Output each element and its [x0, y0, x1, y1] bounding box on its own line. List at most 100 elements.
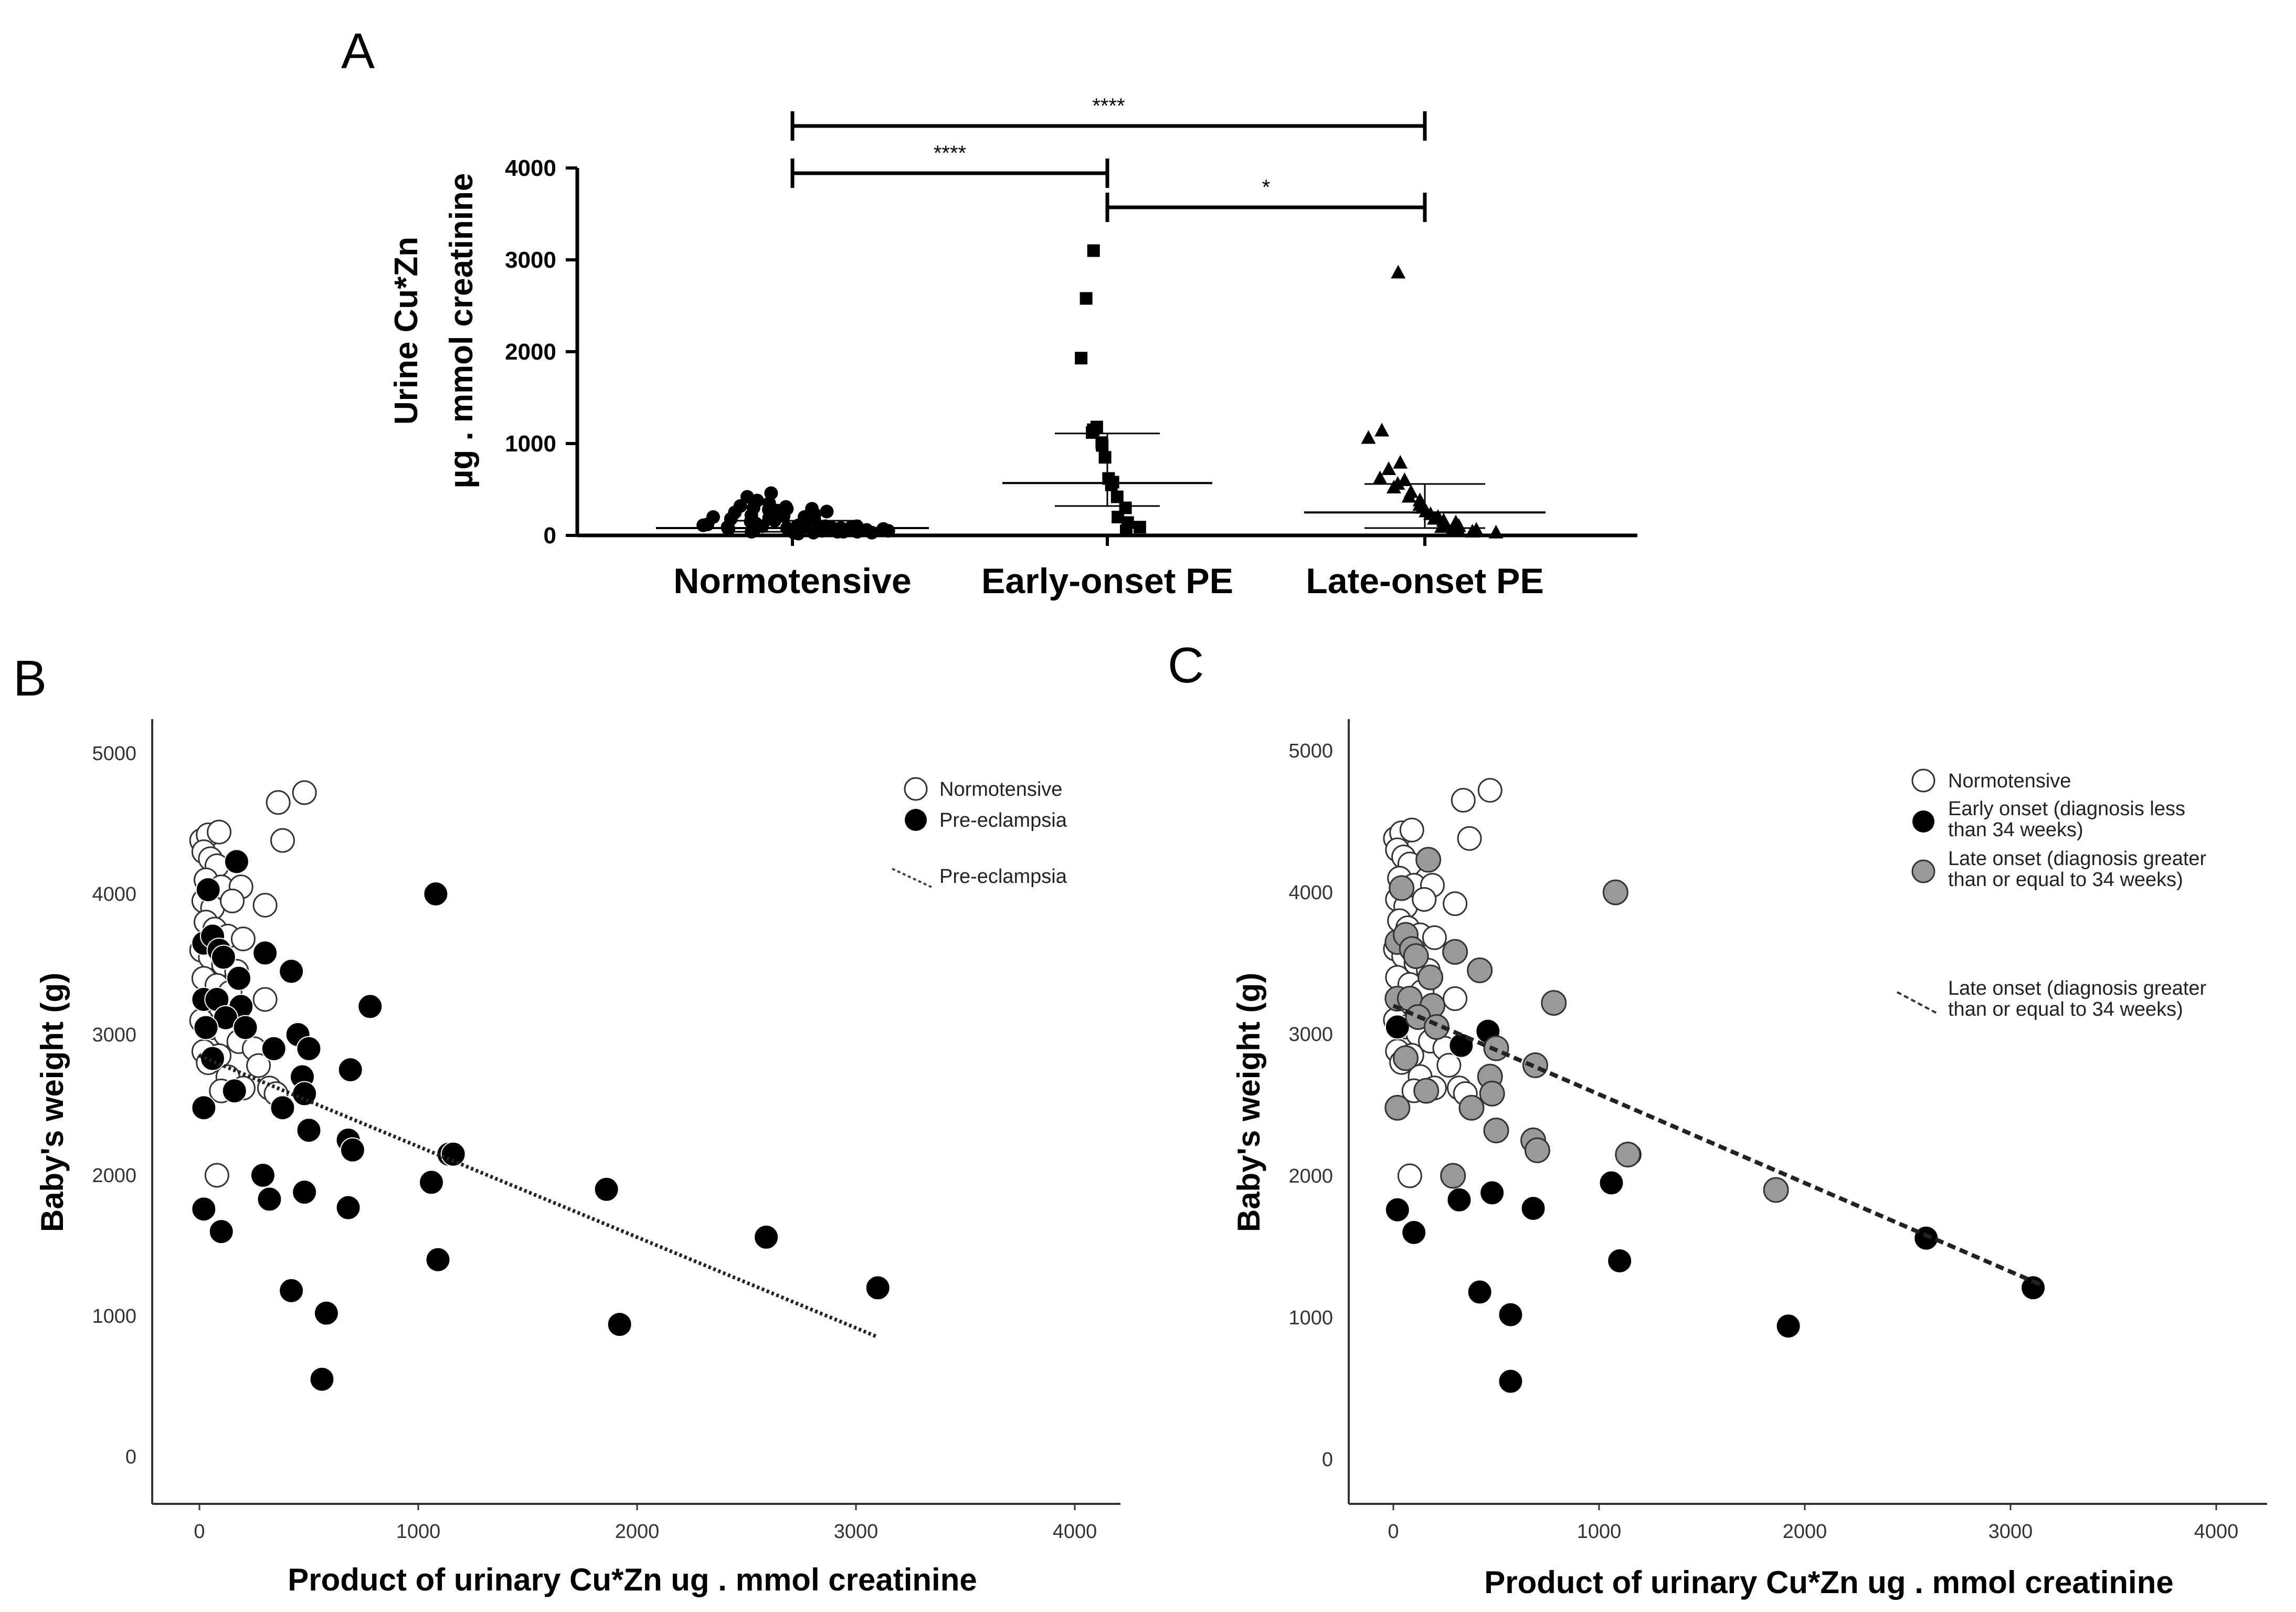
legend-trendline-marker: [1897, 991, 1937, 1014]
y-tick-label: 4000: [92, 883, 136, 905]
data-point-preeclampsia: [1498, 1302, 1523, 1327]
data-point-normotensive: [837, 524, 851, 538]
data-point-late-onset: [1393, 1045, 1419, 1071]
data-point-preeclampsia: [309, 1366, 335, 1392]
panel-a-ylabel-line2: µg . mmol creatinine: [443, 173, 480, 489]
x-tick-label: 2000: [615, 1521, 660, 1543]
panel-c-label: C: [1168, 637, 1204, 693]
data-point-late-onset: [1444, 523, 1459, 537]
data-point-late-onset: [1465, 524, 1480, 538]
data-point-preeclampsia: [261, 1036, 287, 1061]
data-point-normotensive: [220, 888, 245, 913]
panel-a-y-tick-label: 4000: [505, 155, 556, 181]
data-point-late-onset: [1381, 461, 1396, 475]
data-point-late-onset: [1393, 455, 1408, 469]
legend-trendline-label: Pre-eclampsia: [939, 866, 1067, 888]
data-point-early-onset: [1087, 244, 1100, 257]
y-tick-label: 4000: [1288, 882, 1333, 904]
data-point-normotensive: [1412, 887, 1437, 912]
legend-late-onset-label-line2: than or equal to 34 weeks): [1948, 869, 2183, 891]
panel-b: B Baby's weight (g) Product of urinary C…: [13, 650, 1120, 1597]
data-point-normotensive: [204, 1163, 229, 1188]
data-point-preeclampsia: [1607, 1248, 1633, 1273]
data-point-late-onset: [1386, 480, 1401, 493]
x-tick-label: 4000: [1053, 1521, 1097, 1543]
data-point-normotensive: [881, 524, 895, 538]
data-point-late-onset: [1361, 430, 1376, 444]
data-point-late-onset: [1389, 875, 1415, 901]
data-point-late-onset: [1415, 847, 1442, 873]
data-point-late-onset: [1458, 1094, 1485, 1121]
data-point-preeclampsia: [296, 1036, 322, 1061]
legend-late-onset-label-line1: Late onset (diagnosis greater: [1948, 848, 2207, 870]
data-point-late-onset: [1483, 1118, 1509, 1144]
x-tick-label: 2000: [1783, 1521, 1827, 1543]
data-point-early-onset: [1098, 451, 1112, 464]
panel-a-label: A: [341, 23, 375, 79]
data-point-normotensive: [207, 819, 232, 845]
panel-a-y-tick-label: 2000: [505, 339, 556, 365]
data-point-normotensive: [292, 780, 317, 805]
y-tick-label: 5000: [92, 743, 136, 765]
y-tick-label: 1000: [92, 1305, 136, 1327]
panel-c-x-axis-title: Product of urinary Cu*Zn ug . mmol creat…: [1484, 1565, 2173, 1600]
legend-preeclampsia-label: Pre-eclampsia: [939, 809, 1067, 831]
data-point-late-onset: [1615, 1142, 1641, 1167]
panel-b-x-axis-title: Product of urinary Cu*Zn ug . mmol creat…: [288, 1562, 977, 1597]
panel-a-category-label: Late-onset PE: [1306, 561, 1543, 601]
trendline: [198, 1053, 879, 1339]
x-tick-label: 3000: [1988, 1521, 2033, 1543]
panel-a-category-labels: Normotensive Early-onset PE Late-onset PE: [673, 535, 1544, 601]
data-point-late-onset: [1427, 511, 1442, 525]
legend-trendline-label-line2: than or equal to 34 weeks): [1948, 998, 2183, 1020]
x-tick-label: 3000: [834, 1521, 879, 1543]
data-point-early-onset: [1133, 521, 1146, 534]
legend-late-onset-marker: [1911, 859, 1935, 883]
data-point-preeclampsia: [1913, 1225, 1939, 1251]
legend-preeclampsia-marker: [905, 809, 927, 831]
data-point-preeclampsia: [357, 994, 383, 1019]
data-point-late-onset: [1541, 990, 1567, 1016]
x-tick-label: 1000: [1577, 1521, 1622, 1543]
significance-label: *: [1262, 176, 1271, 199]
data-point-normotensive: [865, 525, 879, 540]
legend-trendline-marker: [892, 868, 932, 888]
y-tick-label: 3000: [1288, 1024, 1333, 1046]
data-point-preeclampsia: [221, 1078, 247, 1104]
data-point-preeclampsia: [340, 1137, 365, 1163]
data-point-late-onset: [1434, 519, 1449, 533]
data-point-early-onset: [1075, 352, 1088, 365]
panel-c-trendline: [1392, 1004, 2043, 1287]
legend-normotensive-marker: [1911, 768, 1935, 793]
data-point-preeclampsia: [419, 1170, 445, 1195]
data-point-preeclampsia: [292, 1179, 318, 1205]
data-point-preeclampsia: [337, 1057, 363, 1082]
data-point-preeclampsia: [252, 940, 278, 966]
data-point-early-onset: [1080, 292, 1093, 305]
data-point-preeclampsia: [313, 1300, 339, 1326]
data-point-normotensive: [1422, 925, 1447, 950]
data-point-late-onset: [1391, 265, 1406, 279]
data-point-preeclampsia: [257, 1186, 282, 1212]
data-point-late-onset: [1372, 470, 1388, 484]
panel-b-y-axis-title: Baby's weight (g): [35, 973, 70, 1232]
data-point-preeclampsia: [1775, 1313, 1801, 1339]
significance-label: ****: [1092, 94, 1125, 118]
data-point-preeclampsia: [296, 1118, 322, 1143]
data-point-normotensive: [1436, 1052, 1462, 1078]
data-point-preeclampsia: [1446, 1187, 1472, 1213]
data-point-preeclampsia: [224, 849, 249, 875]
data-point-late-onset: [1602, 879, 1628, 905]
panel-a: A Urine Cu*Zn µg . mmol creatinine 0 1000…: [341, 23, 1637, 601]
data-point-normotensive: [1451, 788, 1476, 813]
data-point-late-onset: [1442, 939, 1468, 965]
panel-a-data-points: [696, 244, 1504, 541]
trendline: [1392, 1004, 2043, 1287]
data-point-preeclampsia: [1498, 1368, 1523, 1394]
data-point-normotensive: [1477, 778, 1503, 803]
legend-normotensive-label: Normotensive: [1948, 770, 2071, 792]
data-point-late-onset: [1763, 1177, 1789, 1203]
data-point-normotensive: [246, 1053, 271, 1078]
panel-b-ticks: 0 1000 2000 3000 4000 0 1000 2000 3000 4000 5000: [92, 743, 1097, 1543]
